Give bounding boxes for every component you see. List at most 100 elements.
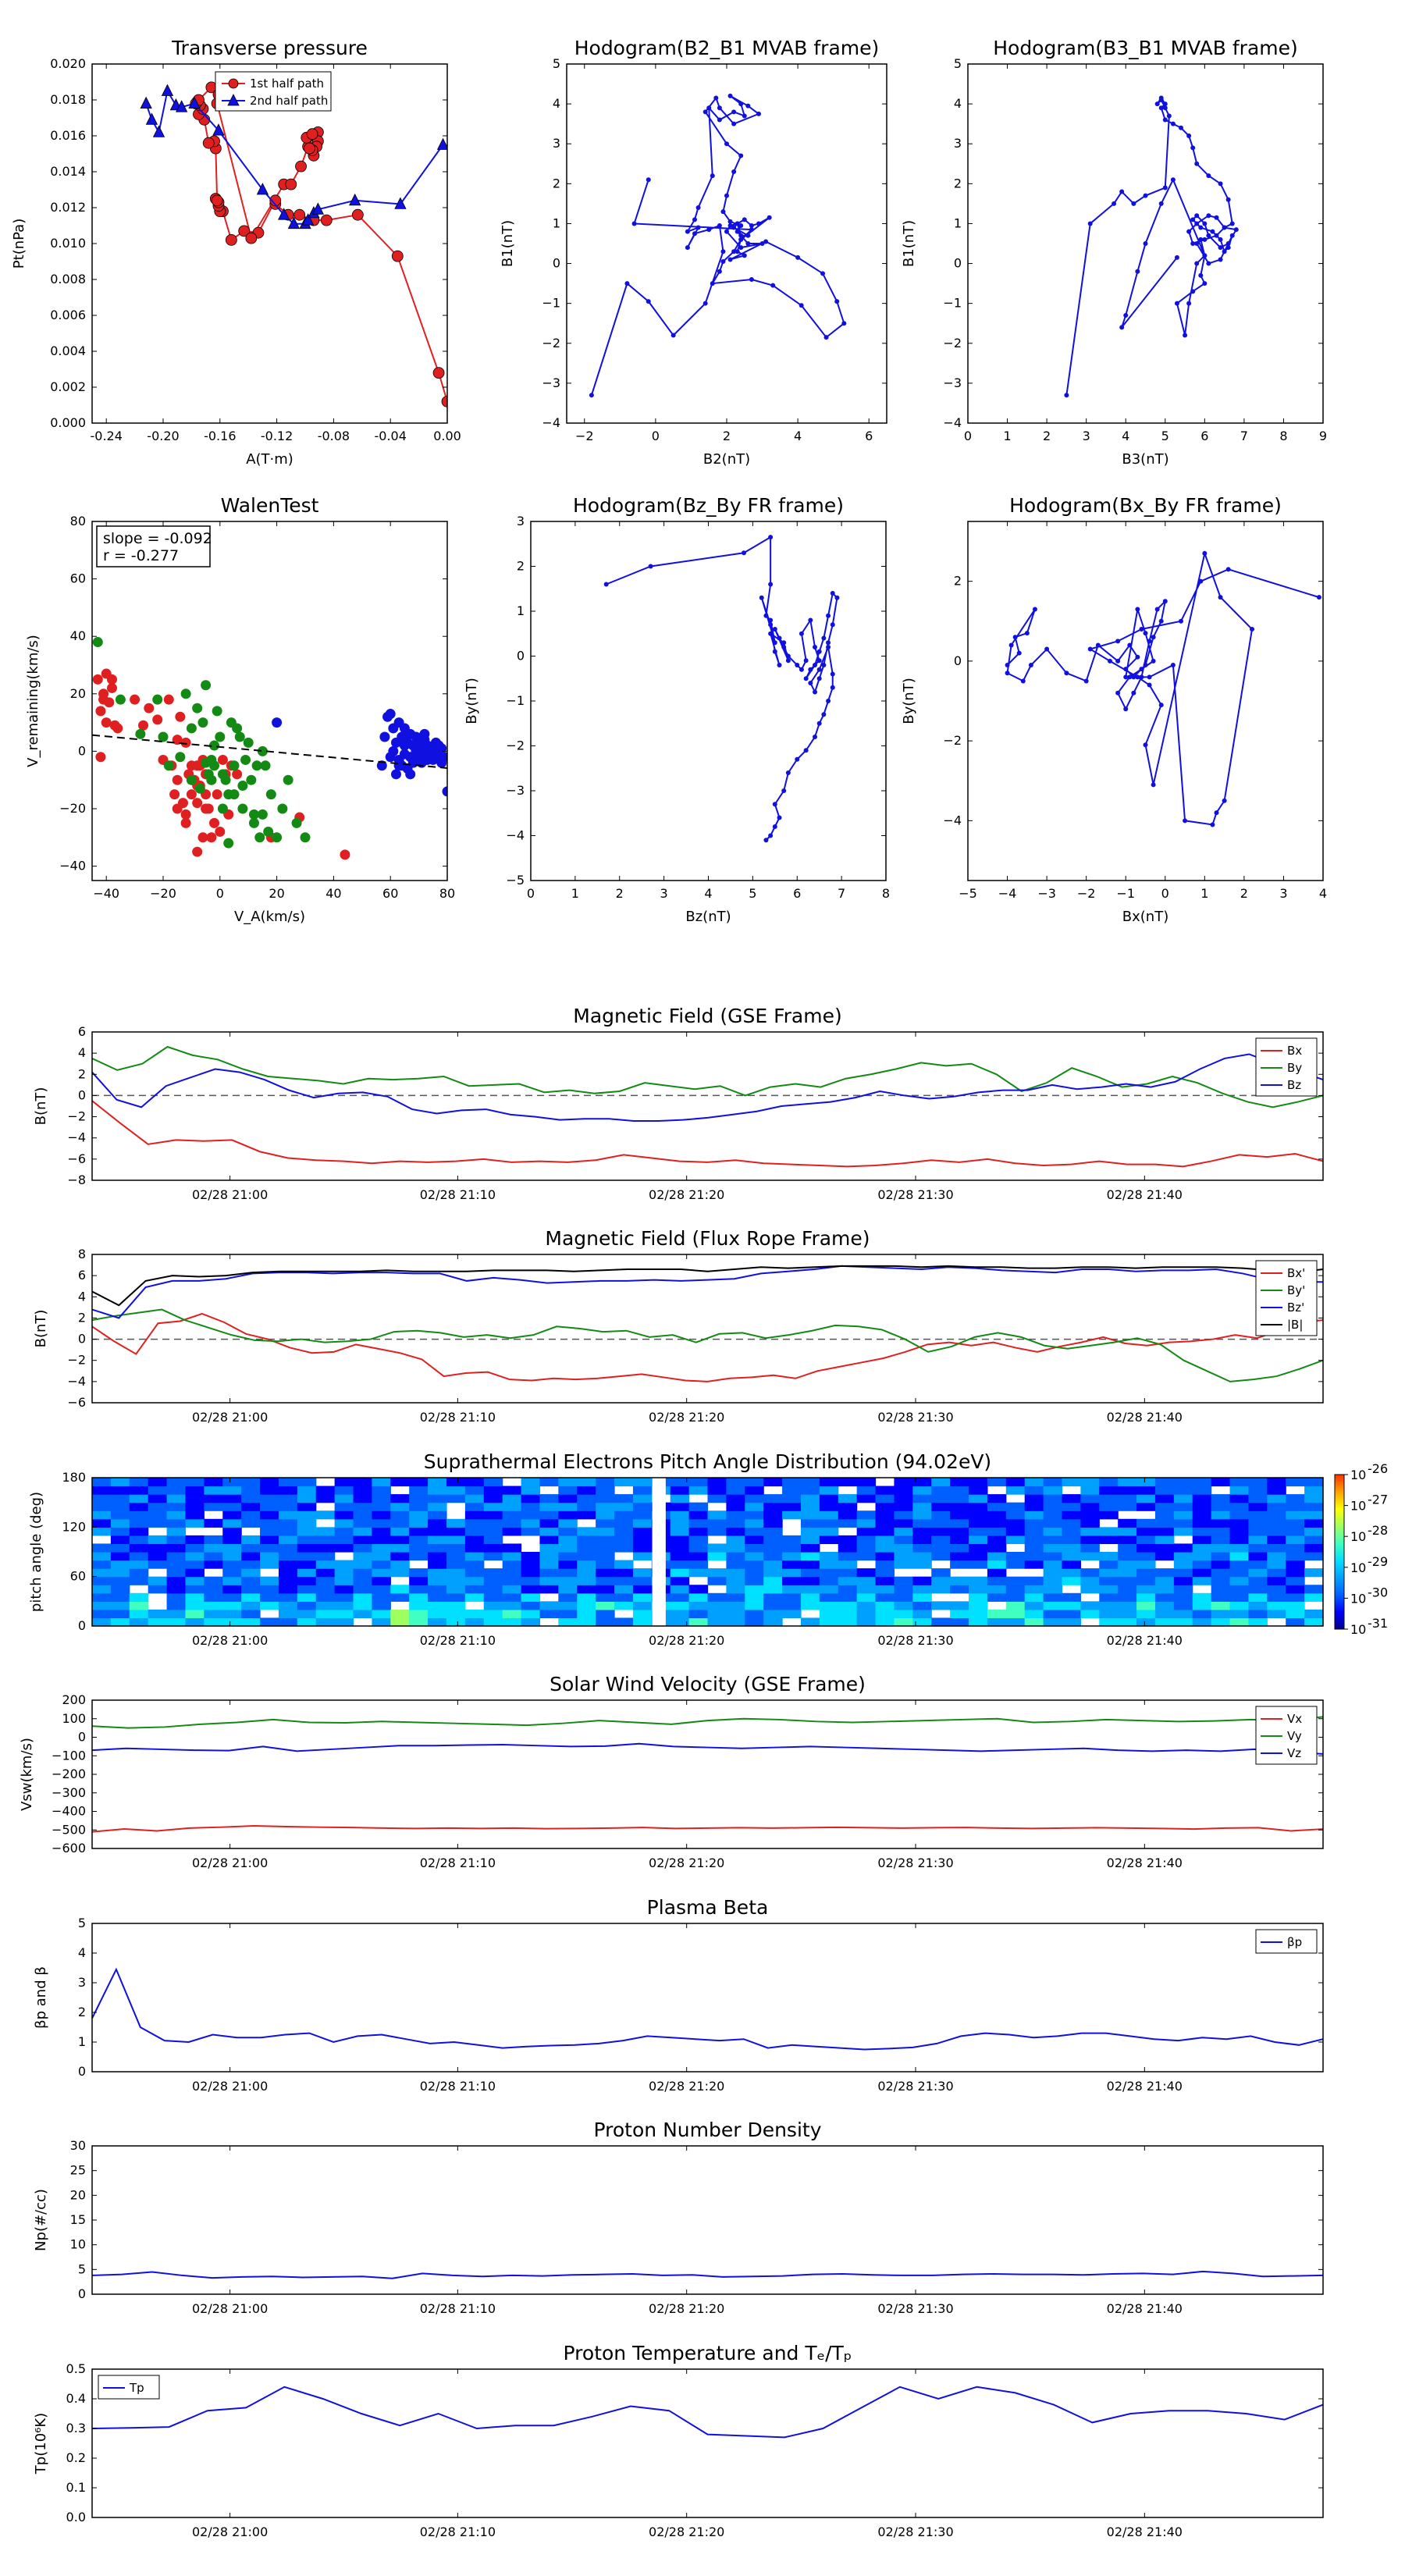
pad-heatmap-cell xyxy=(819,1609,839,1619)
bgse-time-label: 02/28 21:20 xyxy=(649,1187,724,1202)
pad-heatmap-cell xyxy=(278,1568,298,1578)
pad-heatmap-cell xyxy=(409,1601,429,1610)
h1-frame xyxy=(566,63,887,424)
pad-heatmap-cell xyxy=(875,1585,895,1594)
pad-heatmap-cell xyxy=(894,1518,913,1528)
walen-data-point xyxy=(393,760,404,771)
pad-heatmap-cell xyxy=(894,1585,913,1594)
pad-heatmap-cell xyxy=(632,1485,653,1495)
pad-heatmap-cell xyxy=(1229,1552,1250,1561)
h4-xtick-label: 1 xyxy=(1200,886,1208,901)
tp-ytick-label: 0.000 xyxy=(50,415,86,430)
h2-data-point xyxy=(1135,269,1140,274)
walen-data-point xyxy=(428,752,439,763)
pad-heatmap-cell xyxy=(1229,1478,1250,1487)
h1-data-point xyxy=(749,223,754,228)
pad-heatmap-cell xyxy=(1136,1568,1156,1578)
vsw-time-label: 02/28 21:20 xyxy=(649,1856,724,1870)
h3-data-point xyxy=(803,676,809,681)
pad-heatmap-cell xyxy=(1229,1485,1250,1495)
h4-data-point xyxy=(1115,690,1121,696)
tp-data-point xyxy=(152,125,165,137)
tp2-ytick-label: 0.1 xyxy=(66,2480,86,2495)
h4-data-point xyxy=(1115,658,1121,664)
h2-data-point xyxy=(1218,237,1223,242)
pad-heatmap-cell xyxy=(969,1601,988,1610)
pad-heatmap-cell xyxy=(763,1527,783,1536)
pad-heatmap-cell xyxy=(894,1485,913,1495)
pad-heatmap-cell xyxy=(1229,1592,1250,1602)
bgse-ytick-label: −4 xyxy=(67,1130,86,1145)
pad-heatmap-cell xyxy=(315,1552,336,1561)
pad-heatmap-cell xyxy=(1192,1485,1212,1495)
pad-heatmap-cell xyxy=(969,1543,988,1553)
pad-heatmap-cell xyxy=(1211,1494,1231,1503)
pad-heatmap-cell xyxy=(372,1485,391,1495)
h1-data-point xyxy=(731,169,737,174)
pad-heatmap-cell xyxy=(1062,1502,1081,1511)
h3-data-point xyxy=(795,663,800,667)
pad-heatmap-cell xyxy=(297,1601,317,1610)
walen-data-point xyxy=(135,728,146,739)
pad-heatmap-cell xyxy=(390,1502,410,1511)
h2-series-line xyxy=(1065,96,1238,396)
h4-data-point xyxy=(1123,706,1129,712)
pad-heatmap-cell xyxy=(1173,1609,1193,1619)
pad-heatmap-cell xyxy=(763,1478,783,1487)
bfr-series-line xyxy=(91,1308,1324,1382)
pad-heatmap-cell xyxy=(521,1527,541,1536)
pad-heatmap-cell xyxy=(1080,1535,1100,1545)
pad-heatmap-cell xyxy=(1192,1510,1212,1520)
np-ytick-label: 30 xyxy=(70,2138,86,2153)
pad-heatmap-cell xyxy=(1043,1478,1063,1487)
pad-heatmap-cell xyxy=(390,1494,410,1503)
bgse-ytick-label: 0 xyxy=(78,1087,86,1102)
beta-time-label: 02/28 21:40 xyxy=(1107,2079,1183,2094)
pad-heatmap-cell xyxy=(334,1527,354,1536)
pad-heatmap-cell xyxy=(1211,1617,1231,1627)
h1-data-point xyxy=(763,239,769,244)
pad-heatmap-cell xyxy=(372,1560,391,1569)
pad-heatmap-cell xyxy=(745,1485,764,1495)
h3-data-point xyxy=(785,658,791,664)
pad-heatmap-cell xyxy=(763,1543,783,1553)
beta-time-label: 02/28 21:00 xyxy=(192,2079,268,2094)
pad-heatmap-cell xyxy=(558,1552,578,1561)
pad-heatmap-cell xyxy=(390,1478,410,1487)
pad-heatmap-cell xyxy=(539,1543,559,1553)
pad-heatmap-cell xyxy=(185,1518,205,1528)
pad-heatmap-cell xyxy=(1136,1543,1156,1553)
h2-data-point xyxy=(1174,301,1179,306)
walen-data-point xyxy=(399,740,410,751)
tp-legend-marker xyxy=(228,78,239,89)
pad-heatmap-cell xyxy=(726,1568,745,1578)
pad-heatmap-cell xyxy=(838,1535,858,1545)
pad-heatmap-cell xyxy=(1136,1576,1156,1585)
pad-heatmap-cell xyxy=(558,1510,578,1520)
pad-heatmap-cell xyxy=(912,1585,932,1594)
h1-data-point xyxy=(745,233,751,238)
pad-heatmap-cell xyxy=(241,1478,261,1487)
h4-title: Hodogram(Bx_By FR frame) xyxy=(1009,494,1282,517)
pad-heatmap-cell xyxy=(1118,1527,1137,1536)
pad-heatmap-cell xyxy=(409,1552,429,1561)
pad-heatmap-cell xyxy=(129,1576,149,1585)
pad-heatmap-cell xyxy=(688,1601,709,1610)
h1-data-point xyxy=(749,227,754,233)
pad-heatmap-cell xyxy=(763,1592,783,1602)
h2-frame xyxy=(967,63,1324,424)
h2-data-point xyxy=(1183,333,1188,338)
pad-heatmap-cell xyxy=(1062,1535,1081,1545)
pad-heatmap-cell xyxy=(1229,1568,1250,1578)
pad-heatmap-cell xyxy=(148,1485,168,1495)
pad-heatmap-cell xyxy=(148,1502,168,1511)
pad-heatmap-cell xyxy=(92,1568,112,1578)
bfr-time-label: 02/28 21:00 xyxy=(192,1410,268,1425)
h2-xtick-label: 7 xyxy=(1240,429,1248,443)
pad-heatmap-cell xyxy=(1286,1585,1305,1594)
tp-data-point xyxy=(285,178,297,190)
pad-heatmap-cell xyxy=(950,1527,969,1536)
pad-heatmap-cell xyxy=(1154,1535,1175,1545)
pad-heatmap-cell xyxy=(838,1518,858,1528)
